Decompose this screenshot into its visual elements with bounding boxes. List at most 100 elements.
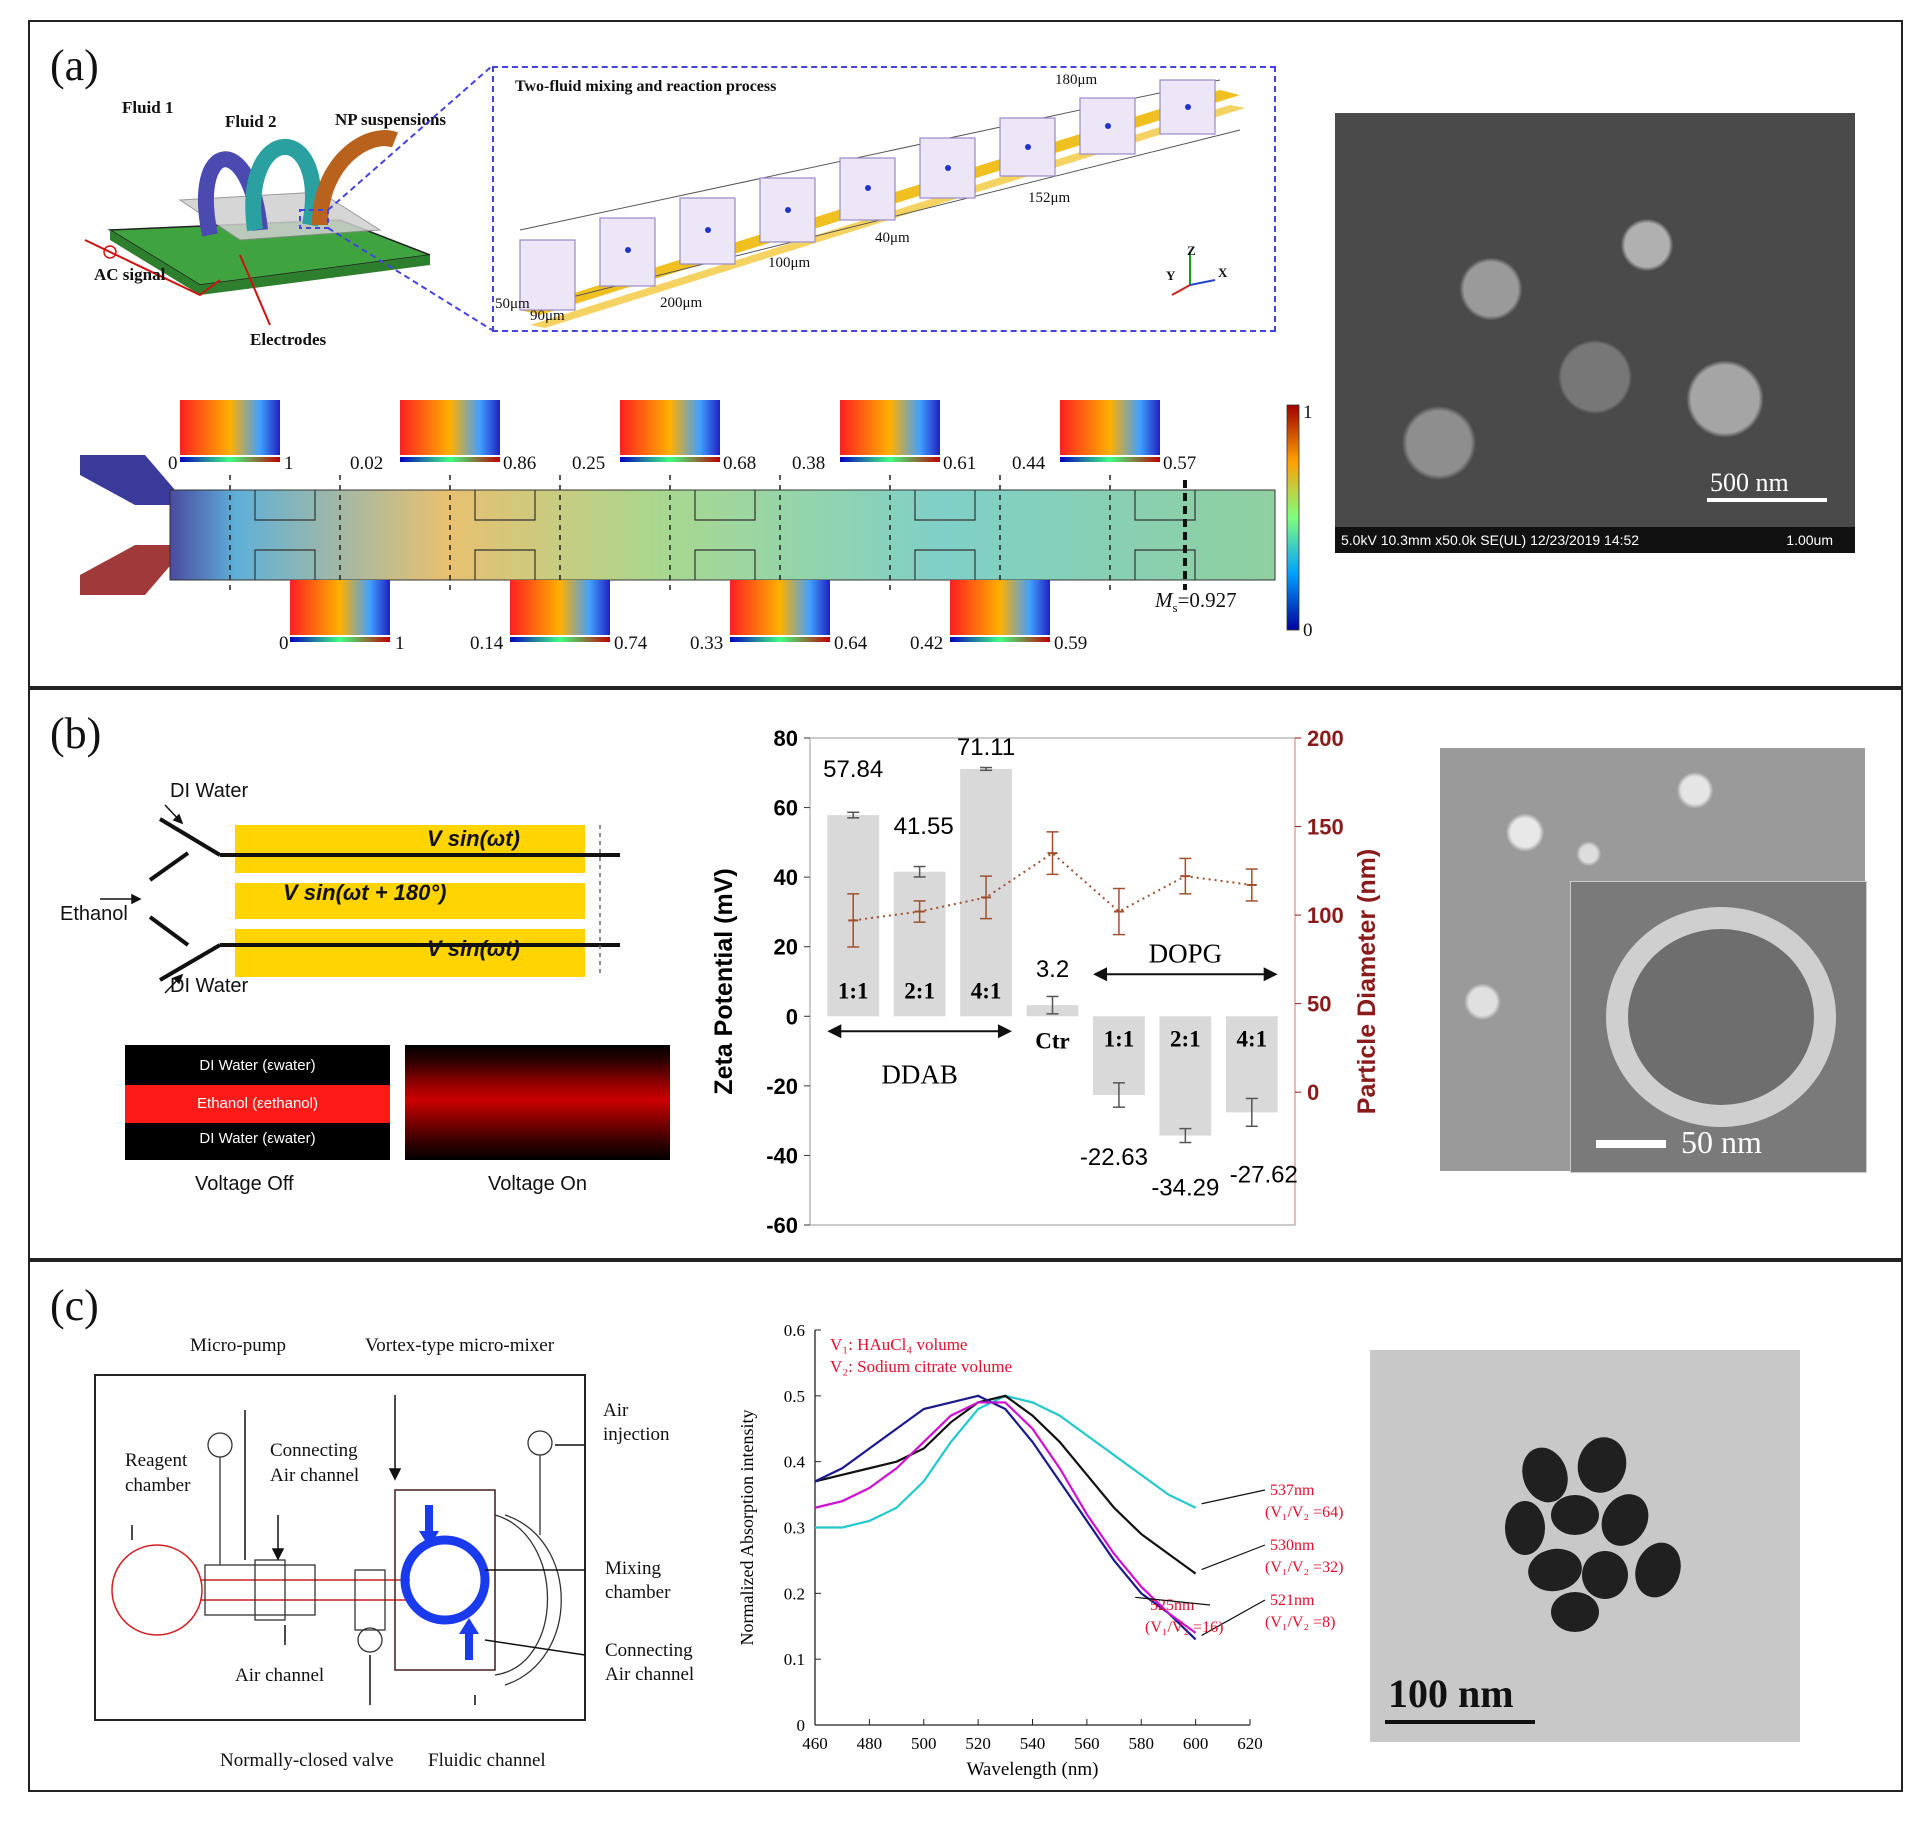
bottom-range-max-3: 0.64 [834,633,868,654]
x-tick-label-2: 500 [911,1734,937,1753]
bottom-range-max-4: 0.59 [1054,633,1088,654]
y-tick-label-3: 0 [786,1004,798,1029]
sem-footer: 5.0kV 10.3mm x50.0k SE(UL) 12/23/2019 14… [1335,527,1855,553]
bottom-range-min-1: 0 [279,633,289,654]
spectrum-line-0 [815,1394,1197,1529]
ratio-label-2: (V₁/V₂ =8) [1265,1614,1335,1631]
category-label-2: 4:1 [971,978,1002,1003]
bottom-range-min-3: 0.33 [690,633,724,654]
dim-90: 90μm [530,308,565,324]
sem-image: 500 nm 5.0kV 10.3mm x50.0k SE(UL) 12/23/… [1335,113,1855,553]
axis-z: Z [1187,243,1196,258]
legend-line-0: V₁: HAuCl₄ volume [830,1335,967,1354]
top-range-min-5: 0.44 [1012,453,1046,474]
bottom-range-max-2: 0.74 [614,633,648,654]
data-label-0: 57.84 [823,756,883,783]
data-label-1: 41.55 [894,813,954,840]
data-label-2: 71.11 [957,734,1015,761]
peak-label-1: 530nm [1270,1537,1315,1554]
peak-label-0: 537nm [1270,1482,1315,1499]
ethanol-label: Ethanol [60,903,128,925]
top-range-min-2: 0.02 [350,453,384,474]
y-tick-label-4: 0.4 [784,1453,806,1472]
air-injection-label-1: Air [603,1400,629,1421]
fluor-top-label: DI Water (εwater) [199,1057,316,1074]
axes-triad-icon [1171,252,1216,296]
y-tick-label-0: -60 [766,1213,798,1238]
y-tick-label-2: -20 [766,1074,798,1099]
mixing-index: Ms=0.927 [1155,588,1237,616]
data-label-5: -34.29 [1151,1175,1219,1202]
top-range-max-1: 1 [284,453,294,474]
panel-b-label: (b) [50,709,102,758]
category-label-6: 4:1 [1236,1026,1267,1051]
fluidic-label: Fluidic channel [428,1750,546,1771]
micropump-label: Micro-pump [190,1335,287,1356]
category-label-0: 1:1 [838,978,869,1003]
y2-tick-label-3: 150 [1307,815,1344,840]
electrode-schematic [100,804,620,994]
mixing-index-value: =0.927 [1177,588,1237,612]
x-axis-label: Wavelength (nm) [967,1759,1099,1780]
dim-180: 180μm [1055,72,1098,88]
group-arrowhead-dopg-right [1263,967,1278,982]
mixing-index-symbol: M [1155,588,1173,612]
x-tick-label-0: 460 [802,1734,828,1753]
absorption-spectra-chart: 460 480 500 520 540 560 580 600 620 0 0.1 0.2 0.3 0.4… [737,1321,1343,1780]
colorbar-max: 1 [1303,402,1313,423]
mixing-simulation [80,400,1300,642]
panel-c-label: (c) [50,1281,99,1330]
ac-label: AC signal [94,265,166,284]
x-tick-label-7: 600 [1183,1734,1209,1753]
y-tick-label-1: 0.1 [784,1650,805,1669]
connecting-label-1: Connecting [270,1440,358,1461]
zeta-potential-chart: -60 -40 -20 0 20 40 60 80 0 50 100 150 200 Zeta Poten… [710,726,1381,1238]
mixing-index-sub: s [1172,600,1178,616]
sem-footer-text: 5.0kV 10.3mm x50.0k SE(UL) 12/23/2019 14… [1341,532,1640,548]
tem-liposome-image: 50 nm [1440,748,1867,1173]
data-label-3: 3.2 [1036,956,1069,983]
bar-6 [1225,1016,1278,1113]
y-tick-label-5: 0.5 [784,1387,805,1406]
chip-schematic [84,130,431,326]
valve-label: Normally-closed valve [220,1750,394,1771]
dim-40: 40μm [875,230,910,246]
voltage-on-label: Voltage On [488,1173,587,1195]
group-arrowhead-dopg-left [1093,967,1108,982]
di-water-bottom-label: DI Water [170,975,249,997]
y-tick-label-6: 0.6 [784,1321,805,1340]
category-label-3: Ctr [1035,1028,1069,1053]
y2-tick-label-1: 50 [1307,992,1331,1017]
panel-b-frame [28,688,1903,1260]
spectrum-line-3 [814,1401,1197,1634]
mixing-channel-3d [519,79,1245,328]
group-label-dopg: DOPG [1149,938,1223,968]
tem-gold-scale-label: 100 nm [1388,1671,1514,1716]
peak-arrow-2 [1201,1599,1266,1636]
bar-4 [1093,1016,1145,1096]
top-range-min-3: 0.25 [572,453,606,474]
reagent-label-1: Reagent [125,1450,188,1471]
y2-tick-label-4: 200 [1307,726,1344,751]
top-range-max-3: 0.68 [723,453,757,474]
ratio-label-0: (V₁/V₂ =64) [1265,1504,1343,1521]
sem-scale-bar [1707,498,1827,502]
x-tick-label-4: 540 [1020,1734,1046,1753]
zoom-connector [299,65,493,331]
connecting-b-label-2: Air channel [605,1664,695,1685]
dim-200: 200μm [660,295,703,311]
dim-50: 50μm [495,296,530,312]
bottom-range-min-2: 0.14 [470,633,504,654]
panel-a-label: (a) [50,41,99,90]
y-tick-label-4: 20 [774,935,798,960]
ratio-label-3: (V₁/V₂ =16) [1145,1619,1223,1636]
tem-gold-scale-bar [1385,1720,1535,1724]
y2-tick-label-2: 100 [1307,903,1344,928]
fluid1-label: Fluid 1 [122,98,174,117]
dim-152: 152μm [1028,190,1071,206]
fluid2-label: Fluid 2 [225,112,277,131]
fluorescence-voltage-on [405,1045,670,1160]
data-label-6: -27.62 [1230,1161,1298,1188]
panel-c-frame [28,1260,1903,1792]
ratio-label-1: (V₁/V₂ =32) [1265,1559,1343,1576]
